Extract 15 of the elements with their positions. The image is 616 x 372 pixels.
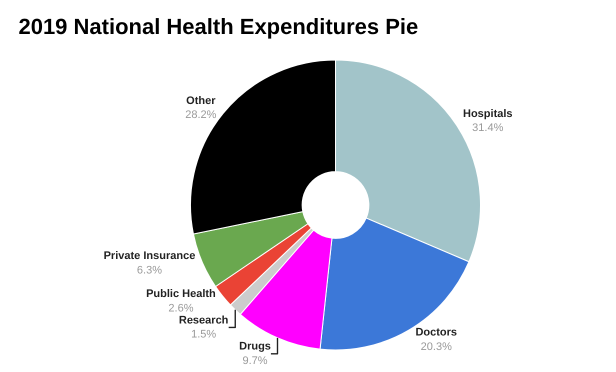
slice-label: Hospitals bbox=[463, 108, 513, 120]
slice-label: Private Insurance bbox=[104, 250, 196, 262]
data-label: 6.3% bbox=[136, 264, 162, 276]
slice-label: Other bbox=[186, 94, 216, 107]
data-label: 2.6% bbox=[168, 302, 194, 314]
slice-label: Public Health bbox=[146, 288, 216, 300]
data-label: 9.7% bbox=[242, 354, 268, 367]
data-label: 31.4% bbox=[472, 122, 504, 134]
slice-label: Doctors bbox=[415, 326, 458, 339]
chart-title: 2019 National Health Expenditures Pie bbox=[18, 14, 418, 39]
data-label: 1.5% bbox=[191, 328, 216, 341]
slice-label: Drugs bbox=[239, 340, 271, 353]
data-label: 20.3% bbox=[420, 340, 452, 353]
data-label: 28.2% bbox=[185, 109, 217, 122]
slice-label: Research bbox=[178, 314, 229, 326]
